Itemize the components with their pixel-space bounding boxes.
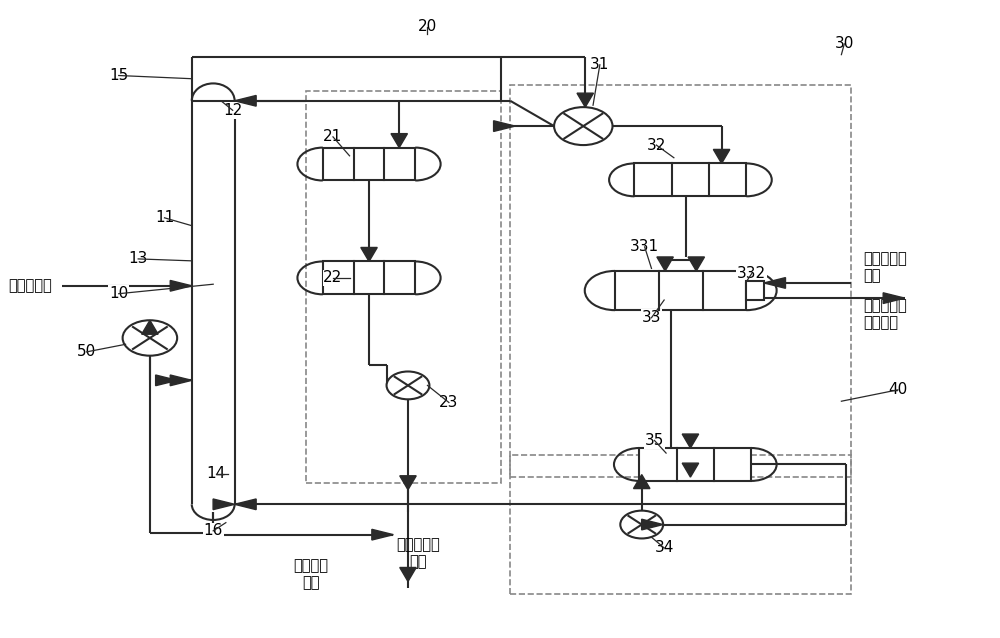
Circle shape — [123, 320, 177, 355]
Polygon shape — [764, 278, 785, 288]
Text: 21: 21 — [323, 130, 343, 144]
Text: 332: 332 — [737, 266, 766, 281]
Text: 31: 31 — [590, 57, 610, 72]
Polygon shape — [400, 476, 416, 490]
Bar — [639, 448, 751, 481]
Polygon shape — [682, 434, 699, 448]
Polygon shape — [142, 320, 158, 334]
Text: 33: 33 — [642, 310, 661, 325]
Polygon shape — [170, 375, 192, 386]
Bar — [615, 271, 746, 310]
Circle shape — [387, 371, 429, 399]
Circle shape — [620, 510, 663, 538]
Polygon shape — [235, 96, 256, 106]
Bar — [634, 163, 746, 197]
Polygon shape — [391, 133, 407, 147]
Polygon shape — [657, 257, 673, 271]
Text: 30: 30 — [835, 36, 854, 52]
Polygon shape — [713, 149, 730, 163]
Text: 排出的第二
杂质气体: 排出的第二 杂质气体 — [863, 298, 907, 330]
Polygon shape — [170, 281, 192, 291]
Text: 22: 22 — [323, 271, 343, 285]
Text: 第一已提纯
物料: 第一已提纯 物料 — [396, 537, 440, 570]
Text: 35: 35 — [645, 433, 664, 448]
Bar — [510, 85, 851, 477]
Polygon shape — [688, 257, 705, 271]
Polygon shape — [494, 121, 515, 131]
Circle shape — [554, 107, 613, 145]
Polygon shape — [883, 293, 905, 304]
Text: 32: 32 — [647, 138, 666, 152]
Text: 40: 40 — [888, 382, 908, 397]
Text: 补充的第一
蒸气: 补充的第一 蒸气 — [863, 251, 907, 283]
Text: 20: 20 — [418, 19, 437, 34]
Bar — [323, 262, 415, 294]
Polygon shape — [372, 530, 393, 540]
Polygon shape — [634, 475, 650, 489]
Polygon shape — [577, 93, 593, 107]
Text: 12: 12 — [223, 103, 242, 118]
Text: 13: 13 — [129, 251, 148, 267]
Polygon shape — [156, 375, 177, 386]
Text: 第二其他
物料: 第二其他 物料 — [293, 558, 328, 590]
Bar — [323, 147, 415, 181]
Text: 11: 11 — [155, 211, 174, 225]
Bar — [306, 91, 501, 484]
Polygon shape — [235, 499, 256, 510]
Text: 34: 34 — [654, 540, 674, 556]
Polygon shape — [642, 519, 663, 530]
Polygon shape — [213, 499, 235, 510]
Text: 16: 16 — [204, 523, 223, 538]
Text: 50: 50 — [77, 345, 96, 359]
Bar — [510, 455, 851, 594]
Text: 331: 331 — [630, 239, 659, 255]
Text: 23: 23 — [439, 395, 459, 410]
Text: 15: 15 — [109, 68, 128, 83]
Text: 10: 10 — [109, 286, 128, 301]
Polygon shape — [400, 567, 416, 581]
Text: 14: 14 — [206, 466, 226, 482]
Text: 待提纯物料: 待提纯物料 — [9, 278, 52, 293]
Polygon shape — [682, 463, 699, 477]
Polygon shape — [361, 248, 377, 262]
Bar — [746, 281, 764, 300]
